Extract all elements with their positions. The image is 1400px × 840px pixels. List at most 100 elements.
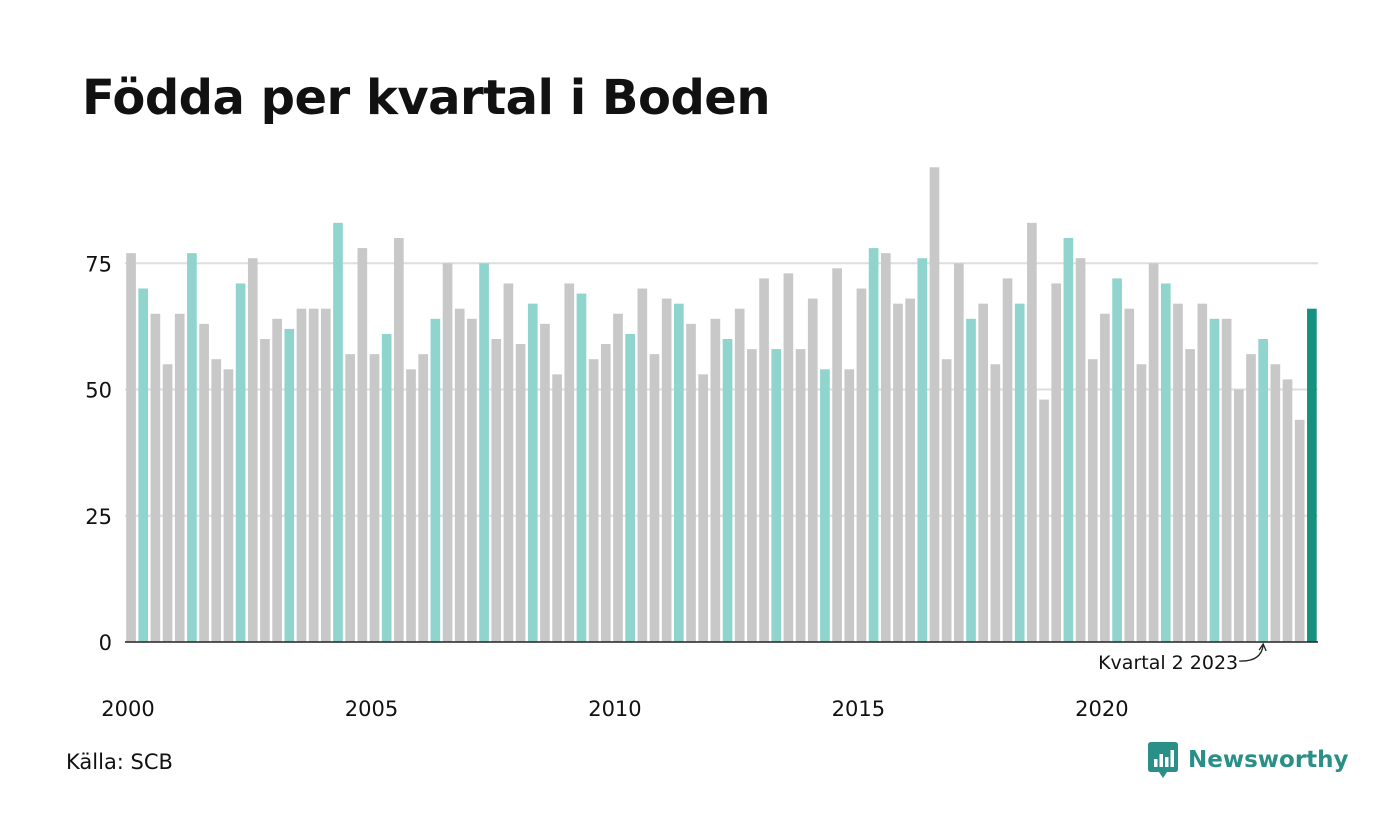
bar bbox=[795, 349, 806, 642]
bar bbox=[893, 303, 903, 642]
x-tick-label: 2005 bbox=[345, 697, 398, 721]
brand-logo: Newsworthy bbox=[1148, 742, 1349, 778]
bar bbox=[759, 278, 769, 642]
bar bbox=[211, 359, 222, 642]
bar bbox=[1075, 258, 1086, 642]
bar bbox=[649, 354, 660, 642]
annotation-label: Kvartal 2 2023 bbox=[1098, 652, 1238, 674]
bar bbox=[1051, 283, 1062, 642]
bar bbox=[1136, 364, 1147, 642]
bar bbox=[1282, 379, 1293, 642]
bar bbox=[540, 323, 550, 642]
y-tick-label: 75 bbox=[85, 252, 112, 276]
bar bbox=[1294, 419, 1305, 642]
bar bbox=[479, 263, 489, 642]
x-tick-label: 2000 bbox=[101, 697, 154, 721]
bar bbox=[320, 308, 331, 642]
bar bbox=[1063, 238, 1074, 642]
bar bbox=[978, 303, 989, 642]
bar bbox=[674, 303, 684, 642]
bar bbox=[260, 339, 270, 642]
bar bbox=[1087, 359, 1098, 642]
bar-chart-speech-bubble-icon bbox=[1148, 742, 1178, 778]
bar bbox=[442, 263, 453, 642]
bars bbox=[126, 167, 1317, 643]
bar bbox=[929, 167, 940, 643]
bar bbox=[771, 349, 782, 642]
bar bbox=[430, 318, 441, 642]
y-tick-label: 25 bbox=[85, 505, 112, 529]
bar bbox=[1160, 283, 1171, 642]
bar bbox=[844, 369, 855, 642]
bar bbox=[1307, 308, 1317, 642]
bar bbox=[187, 253, 197, 642]
bar bbox=[491, 339, 502, 642]
bar bbox=[588, 359, 599, 642]
bar bbox=[564, 283, 575, 642]
bar bbox=[369, 354, 380, 642]
bar bbox=[272, 318, 282, 642]
bar bbox=[905, 298, 915, 642]
bar bbox=[247, 258, 258, 642]
bar bbox=[832, 268, 842, 642]
bar bbox=[722, 339, 733, 642]
bar bbox=[1148, 263, 1159, 642]
bar bbox=[296, 308, 307, 642]
bar bbox=[1270, 364, 1281, 642]
bar bbox=[990, 364, 1001, 642]
bar bbox=[174, 313, 185, 642]
bar bbox=[199, 323, 209, 642]
bar bbox=[686, 323, 696, 642]
bar bbox=[1124, 308, 1135, 642]
source-label: Källa: SCB bbox=[66, 750, 173, 774]
bar bbox=[1246, 354, 1256, 642]
bar bbox=[941, 359, 952, 642]
bar bbox=[820, 369, 830, 642]
bar bbox=[1100, 313, 1110, 642]
bar bbox=[357, 248, 368, 642]
bar bbox=[783, 273, 794, 642]
x-tick-label: 2020 bbox=[1075, 697, 1128, 721]
bar bbox=[381, 333, 392, 642]
bar bbox=[625, 333, 635, 642]
bar bbox=[966, 318, 976, 642]
bar bbox=[552, 374, 562, 642]
bar bbox=[162, 364, 173, 642]
bar bbox=[1258, 339, 1269, 642]
bar bbox=[1209, 318, 1220, 642]
bar bbox=[284, 328, 295, 642]
bar bbox=[503, 283, 514, 642]
bar bbox=[1014, 303, 1025, 642]
bar bbox=[150, 313, 161, 642]
x-axis-ticks: 2000 2005 2010 2015 2020 bbox=[101, 697, 1128, 721]
bar bbox=[1233, 389, 1244, 642]
annotation: Kvartal 2 2023 bbox=[1098, 642, 1267, 674]
bar bbox=[698, 374, 709, 642]
bar bbox=[138, 288, 149, 642]
y-axis-ticks: 0 25 50 75 bbox=[85, 252, 112, 655]
bar bbox=[576, 293, 587, 642]
bar bbox=[467, 318, 477, 642]
chart-title: Födda per kvartal i Boden bbox=[82, 70, 771, 126]
bar bbox=[600, 344, 611, 642]
bar bbox=[880, 253, 891, 642]
y-tick-label: 50 bbox=[85, 379, 112, 403]
bar bbox=[1039, 399, 1049, 642]
bar bbox=[1027, 222, 1037, 642]
bar bbox=[868, 248, 879, 642]
bar bbox=[527, 303, 538, 642]
bar bbox=[1221, 318, 1232, 642]
bar bbox=[515, 344, 526, 642]
annotation-arrow bbox=[1239, 644, 1264, 662]
annotation-arrowhead bbox=[1258, 642, 1267, 652]
bar bbox=[345, 354, 355, 642]
bar bbox=[394, 238, 404, 642]
bar bbox=[661, 298, 672, 642]
bar bbox=[126, 253, 136, 642]
x-tick-label: 2010 bbox=[588, 697, 641, 721]
bar bbox=[613, 313, 623, 642]
bar bbox=[856, 288, 867, 642]
bar bbox=[406, 369, 416, 642]
bar bbox=[418, 354, 429, 642]
brand-name: Newsworthy bbox=[1188, 747, 1349, 773]
